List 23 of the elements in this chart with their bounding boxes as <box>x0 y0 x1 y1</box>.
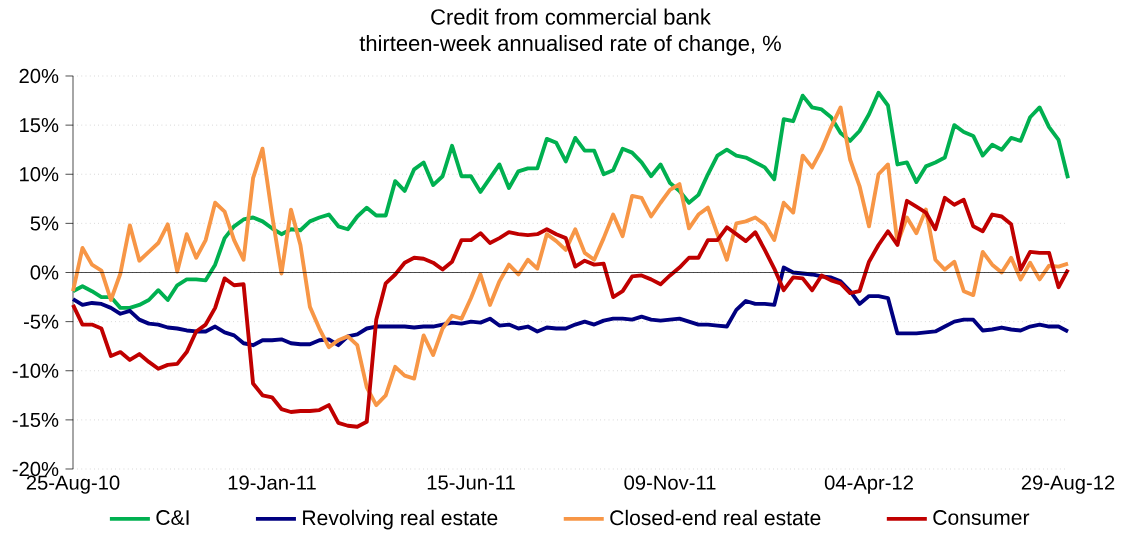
y-tick-label: -15% <box>12 412 59 427</box>
y-tick-label: 10% <box>20 167 59 182</box>
x-tick-label: 25-Aug-10 <box>26 475 120 494</box>
legend-label: Revolving real estate <box>303 509 498 530</box>
chart-subtitle: thirteen-week annualised rate of change, % <box>359 34 781 56</box>
y-tick-label: -5% <box>23 314 59 329</box>
x-tick-label: 29-Aug-12 <box>1021 475 1115 494</box>
x-tick-label: 15-Jun-11 <box>427 475 515 490</box>
legend-label: C&I <box>156 510 189 525</box>
line-series <box>71 105 1070 408</box>
y-tick-label: 0% <box>30 265 59 280</box>
legend-label: Consumer <box>933 510 1030 525</box>
line-series <box>71 195 1070 429</box>
y-tick-label: -20% <box>12 461 59 477</box>
y-tick-label: 15% <box>20 118 59 133</box>
y-tick-label: -10% <box>12 363 59 378</box>
y-tick-label: 20% <box>19 68 59 84</box>
y-tick-label: 5% <box>30 216 59 231</box>
legend-label: Closed-end real estate <box>610 509 821 526</box>
x-tick-label: 19-Jan-11 <box>228 475 316 490</box>
x-tick-label: 04-Apr-12 <box>824 475 913 494</box>
x-tick-label: 09-Nov-11 <box>624 475 716 490</box>
chart-title: Credit from commercial bank <box>431 8 711 25</box>
